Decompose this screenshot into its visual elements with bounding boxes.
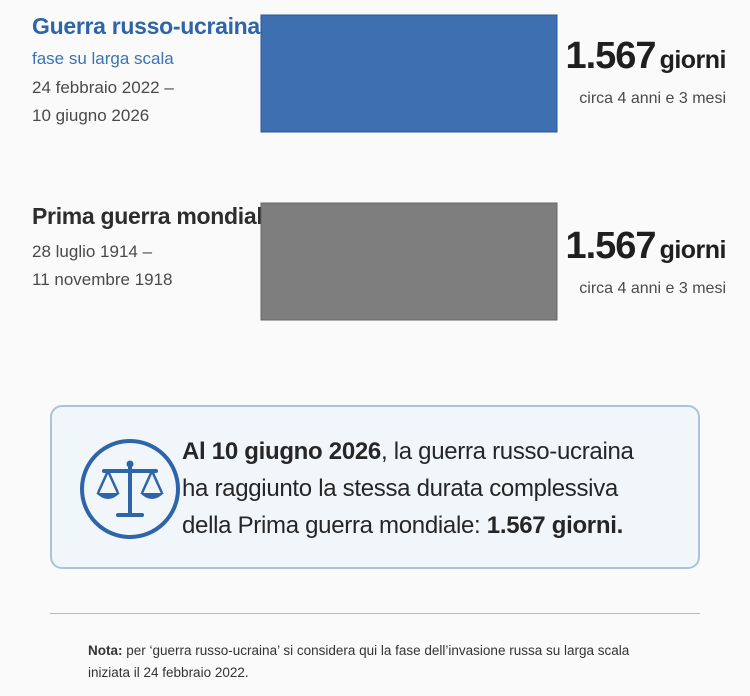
value-block: 1.567 giorni circa 4 anni e 3 mesi	[562, 34, 726, 110]
bar-prima-guerra-mondiale	[260, 202, 558, 321]
bar-chart-area	[260, 14, 558, 133]
note-text: per ‘guerra russo-ucraina’ si considera …	[88, 643, 630, 680]
callout-line-3: della Prima guerra mondiale: 1.567 giorn…	[182, 507, 682, 544]
war-title: Prima guerra mondiale	[32, 203, 275, 229]
callout-date: Al 10 giugno 2026	[182, 438, 381, 465]
divider	[50, 613, 700, 614]
value-unit: giorni	[659, 46, 727, 74]
bar-russo-ucraina	[260, 14, 558, 133]
value-number: 1.567	[565, 225, 656, 267]
value-number: 1.567	[565, 35, 656, 77]
value-unit: giorni	[659, 236, 727, 264]
callout-line-1: Al 10 giugno 2026, la guerra russo-ucrai…	[182, 433, 682, 470]
callout-line-2: ha raggiunto la stessa durata complessiv…	[182, 475, 618, 502]
bar-label-block: Guerra russo-ucraina fase su larga scala…	[32, 12, 260, 130]
value-label: 1.567 giorni	[562, 224, 726, 272]
bar-chart-area	[260, 202, 558, 321]
value-approx: circa 4 anni e 3 mesi	[579, 280, 726, 297]
callout-box: Al 10 giugno 2026, la guerra russo-ucrai…	[50, 405, 700, 569]
callout-text: Al 10 giugno 2026, la guerra russo-ucrai…	[182, 433, 682, 544]
bar-row-russo-ucraina: Guerra russo-ucraina fase su larga scala…	[0, 0, 750, 160]
value-block: 1.567 giorni circa 4 anni e 3 mesi	[562, 224, 726, 300]
value-approx: circa 4 anni e 3 mesi	[579, 90, 726, 107]
war-title: Guerra russo-ucraina	[32, 13, 260, 39]
bar-label-block: Prima guerra mondiale 28 luglio 1914 – 1…	[32, 202, 275, 294]
bar-row-prima-guerra-mondiale: Prima guerra mondiale 28 luglio 1914 – 1…	[0, 190, 750, 340]
footnote: Nota: per ‘guerra russo-ucraina’ si cons…	[88, 640, 648, 684]
war-end-date: 11 novembre 1918	[32, 270, 173, 289]
callout-line-3-text: della Prima guerra mondiale:	[182, 512, 487, 539]
war-end-date: 10 giugno 2026	[32, 106, 150, 125]
callout-line-1-rest: , la guerra russo-ucraina	[380, 438, 634, 465]
war-dates: 28 luglio 1914 – 11 novembre 1918	[32, 238, 257, 294]
war-start-date: 24 febbraio 2022 –	[32, 78, 174, 97]
war-dates: 24 febbraio 2022 – 10 giugno 2026	[32, 74, 257, 130]
note-label: Nota:	[88, 643, 123, 658]
value-label: 1.567 giorni	[562, 34, 726, 82]
war-start-date: 28 luglio 1914 –	[32, 242, 153, 261]
war-subtitle: fase su larga scala	[32, 49, 174, 68]
scale-icon	[80, 439, 180, 539]
callout-highlight: 1.567 giorni.	[486, 512, 623, 539]
